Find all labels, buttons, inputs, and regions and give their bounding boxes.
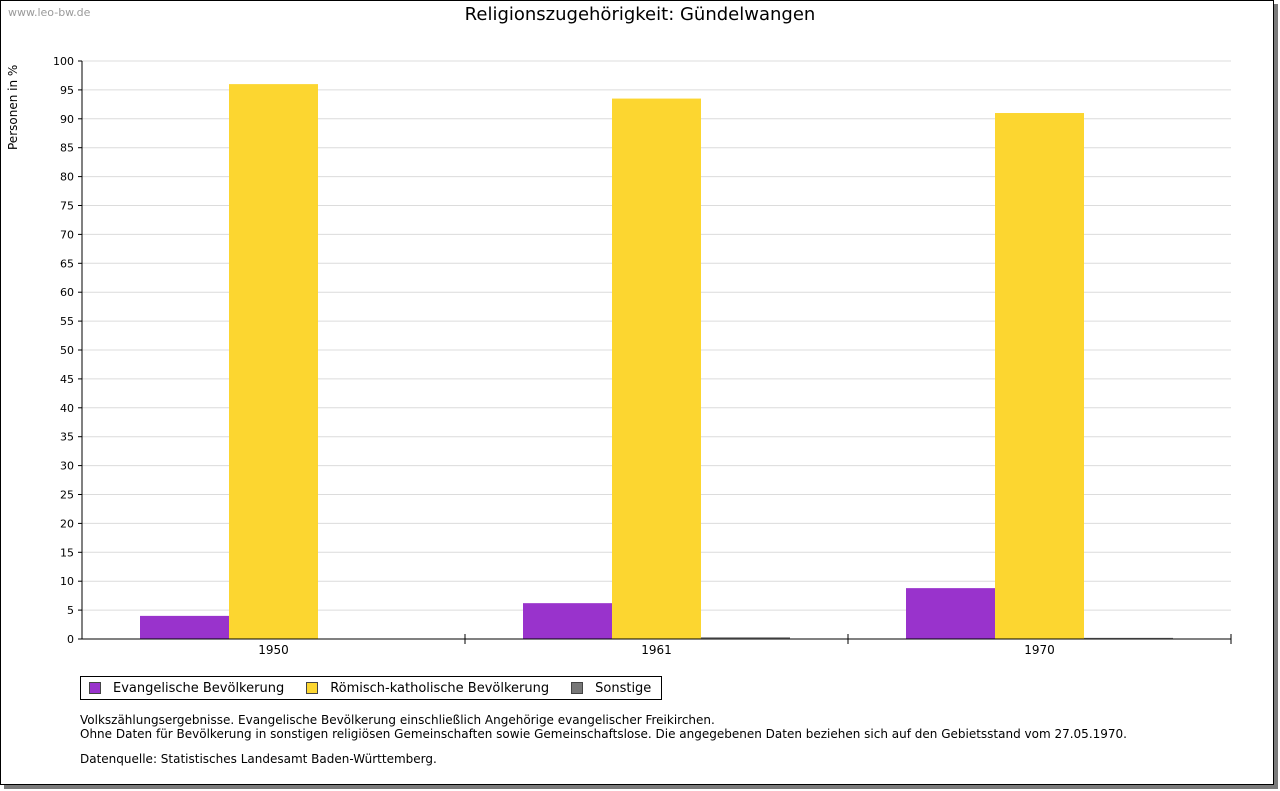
- y-tick-label: 25: [60, 489, 74, 502]
- y-tick-label: 40: [60, 402, 74, 415]
- y-tick-label: 95: [60, 84, 74, 97]
- legend-swatch: [306, 682, 319, 694]
- y-tick-label: 0: [67, 633, 74, 646]
- legend-item-katholisch: Römisch-katholische Bevölkerung: [306, 681, 549, 696]
- y-tick-label: 65: [60, 257, 74, 270]
- y-tick-label: 20: [60, 517, 74, 530]
- legend-label: Sonstige: [595, 680, 652, 696]
- bar-chart: 0 5 10 15 20 25 30 35 40 45 50 55 60 65 70 75 80 85 90 95 10…: [53, 55, 1232, 657]
- y-tick-label: 5: [67, 604, 74, 617]
- y-tick-label: 70: [60, 228, 74, 241]
- bar-sonstige-1970: [1084, 637, 1173, 639]
- legend-item-evangelisch: Evangelische Bevölkerung: [89, 681, 284, 696]
- bar-r-misch-katholische-bev-lkerung-1950: [229, 84, 318, 640]
- chart-title: Religionszugehörigkeit: Gündelwangen: [464, 4, 816, 25]
- watermark: www.leo-bw.de: [8, 6, 91, 19]
- bar-r-misch-katholische-bev-lkerung-1970: [995, 113, 1084, 639]
- y-tick-label: 50: [60, 344, 74, 357]
- bar-r-misch-katholische-bev-lkerung-1961: [612, 98, 701, 639]
- y-tick-label: 85: [60, 142, 74, 155]
- bar-evangelische-bev-lkerung-1970: [906, 588, 995, 639]
- y-tick-label: 55: [60, 315, 74, 328]
- bar-evangelische-bev-lkerung-1950: [140, 615, 229, 639]
- y-tick-label: 100: [53, 55, 74, 68]
- bar-evangelische-bev-lkerung-1961: [523, 603, 612, 639]
- y-tick-label: 35: [60, 431, 74, 444]
- x-tick-label: 1950: [258, 643, 289, 657]
- legend-swatch: [571, 682, 584, 694]
- x-tick-label: 1970: [1024, 643, 1055, 657]
- legend: Evangelische Bevölkerung Römisch-katholi…: [80, 676, 663, 700]
- y-tick-label: 30: [60, 460, 74, 473]
- y-tick-label: 75: [60, 200, 74, 213]
- x-tick-label: 1961: [641, 643, 672, 657]
- chart-notes: Volkszählungsergebnisse. Evangelische Be…: [80, 713, 1127, 741]
- y-tick-label: 10: [60, 575, 74, 588]
- y-tick-label: 80: [60, 171, 74, 184]
- legend-label: Römisch-katholische Bevölkerung: [330, 680, 550, 696]
- legend-item-sonstige: Sonstige: [571, 681, 651, 696]
- y-tick-label: 15: [60, 546, 74, 559]
- y-tick-label: 60: [60, 286, 74, 299]
- legend-label: Evangelische Bevölkerung: [113, 680, 285, 696]
- bar-sonstige-1961: [701, 637, 790, 639]
- note-line: Ohne Daten für Bevölkerung in sonstigen …: [80, 727, 1127, 741]
- note-line: Volkszählungsergebnisse. Evangelische Be…: [80, 713, 715, 727]
- y-tick-label: 45: [60, 373, 74, 386]
- y-tick-label: 90: [60, 113, 74, 126]
- data-source: Datenquelle: Statistisches Landesamt Bad…: [80, 752, 437, 766]
- legend-swatch: [89, 682, 101, 694]
